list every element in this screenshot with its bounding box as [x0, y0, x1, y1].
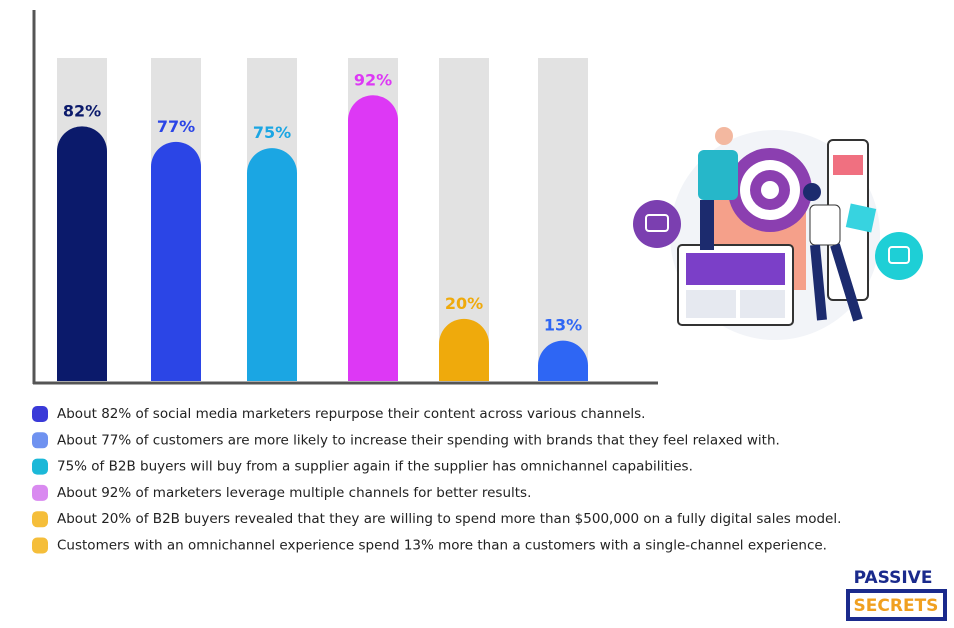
legend-marker	[32, 511, 48, 528]
bar	[57, 126, 107, 381]
value-label: 75%	[253, 123, 291, 142]
legend-text: About 92% of marketers leverage multiple…	[57, 485, 531, 501]
legend-marker	[32, 406, 48, 422]
legend-marker	[32, 432, 48, 449]
legend-text: Customers with an omnichannel experience…	[57, 538, 827, 554]
value-label: 92%	[354, 70, 392, 89]
value-label: 77%	[157, 117, 195, 136]
value-label: 13%	[544, 316, 582, 335]
legend-text: About 20% of B2B buyers revealed that th…	[57, 511, 841, 527]
value-label: 82%	[63, 101, 101, 120]
legend-marker	[32, 537, 48, 554]
legend-text: About 82% of social media marketers repu…	[57, 406, 645, 422]
bar	[348, 95, 398, 381]
logo-text: SECRETS	[854, 596, 939, 616]
bar	[247, 148, 297, 381]
legend-marker	[32, 458, 48, 475]
bar	[151, 141, 201, 381]
bar-track	[538, 58, 588, 381]
legend-marker	[32, 484, 48, 501]
value-label: 20%	[445, 294, 483, 313]
logo-text: PASSIVE	[854, 568, 933, 588]
bar	[439, 318, 489, 381]
legend-text: 75% of B2B buyers will buy from a suppli…	[57, 459, 693, 475]
bar	[538, 340, 588, 381]
logo: PASSIVE SECRETS	[846, 568, 947, 621]
illustration	[633, 127, 923, 340]
legend-text: About 77% of customers are more likely t…	[57, 432, 780, 448]
logo-inner	[850, 593, 943, 617]
